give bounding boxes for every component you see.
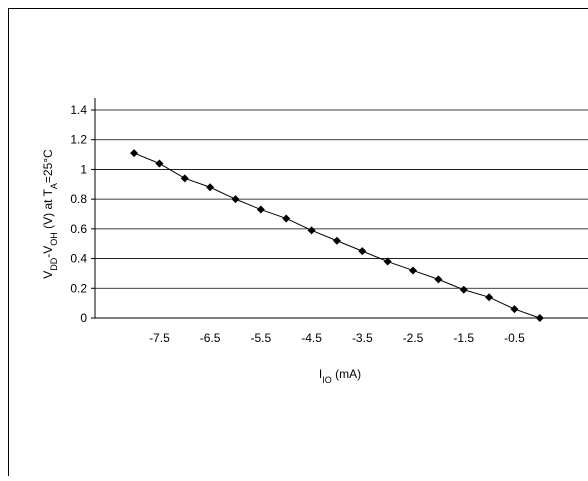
label-text: (V) at T <box>41 188 55 232</box>
y-tick-label: 1 <box>80 162 87 176</box>
label-subscript: IO <box>322 375 332 385</box>
y-tick-label: 0.6 <box>70 222 87 236</box>
y-tick-label: 1.4 <box>70 103 87 117</box>
x-tick-label: -3.5 <box>352 331 373 345</box>
x-tick-label: -0.5 <box>504 331 525 345</box>
y-tick-label: 0 <box>80 311 87 325</box>
label-text: -V <box>41 246 55 258</box>
y-tick-label: 0.2 <box>70 281 87 295</box>
x-tick-label: -5.5 <box>251 331 272 345</box>
x-tick-label: -2.5 <box>403 331 424 345</box>
label-subscript: OH <box>49 232 59 246</box>
label-text: V <box>41 271 55 279</box>
label-text: =25°C <box>41 149 55 183</box>
x-tick-label: -1.5 <box>453 331 474 345</box>
label-text: (mA) <box>332 367 361 381</box>
x-tick-label: -4.5 <box>301 331 322 345</box>
x-tick-label: -7.5 <box>149 331 170 345</box>
y-tick-label: 1.2 <box>70 133 87 147</box>
x-tick-label: -6.5 <box>200 331 221 345</box>
y-tick-label: 0.4 <box>70 252 87 266</box>
y-tick-label: 0.8 <box>70 192 87 206</box>
label-subscript: DD <box>49 257 59 270</box>
